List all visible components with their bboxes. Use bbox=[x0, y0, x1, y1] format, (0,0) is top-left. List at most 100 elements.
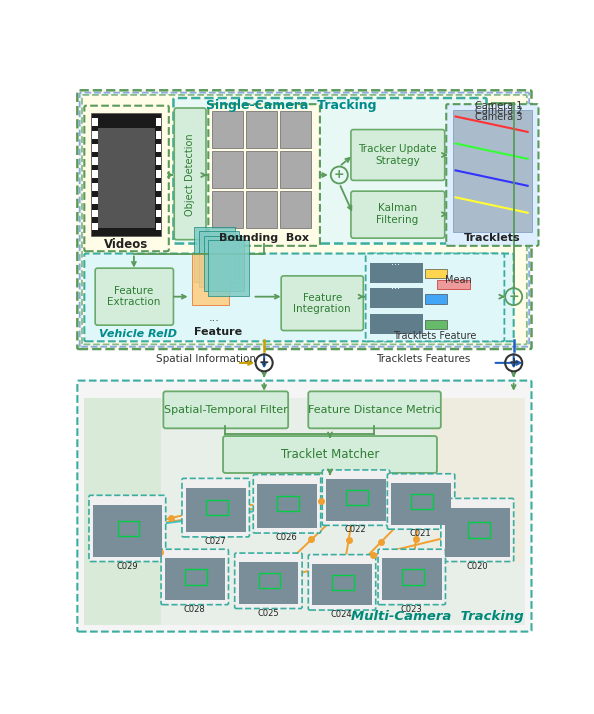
Bar bbox=[199, 231, 239, 286]
Text: Tracklets: Tracklets bbox=[464, 233, 520, 243]
Bar bbox=[312, 564, 372, 605]
FancyBboxPatch shape bbox=[182, 478, 249, 537]
Bar bbox=[468, 522, 489, 538]
Text: Feature: Feature bbox=[194, 327, 242, 337]
Bar bbox=[92, 210, 97, 217]
Bar bbox=[206, 500, 228, 516]
Text: Videos: Videos bbox=[104, 238, 148, 251]
FancyBboxPatch shape bbox=[77, 90, 532, 349]
Bar bbox=[92, 157, 97, 165]
Bar bbox=[326, 479, 386, 521]
Bar bbox=[247, 111, 277, 148]
Bar bbox=[186, 488, 245, 532]
Bar bbox=[437, 280, 469, 289]
FancyBboxPatch shape bbox=[366, 253, 504, 341]
FancyBboxPatch shape bbox=[173, 98, 486, 243]
FancyBboxPatch shape bbox=[89, 496, 166, 561]
Bar bbox=[431, 398, 524, 563]
FancyBboxPatch shape bbox=[446, 104, 539, 246]
FancyBboxPatch shape bbox=[82, 95, 527, 344]
Bar bbox=[156, 183, 161, 191]
FancyBboxPatch shape bbox=[308, 555, 376, 610]
Text: Tracklets Features: Tracklets Features bbox=[376, 354, 470, 364]
FancyBboxPatch shape bbox=[84, 106, 169, 251]
Bar bbox=[453, 111, 532, 232]
FancyBboxPatch shape bbox=[253, 475, 321, 533]
Bar bbox=[280, 111, 311, 148]
Bar bbox=[425, 320, 447, 329]
FancyBboxPatch shape bbox=[281, 276, 364, 331]
FancyBboxPatch shape bbox=[77, 381, 532, 632]
Text: Camera 3: Camera 3 bbox=[475, 112, 522, 122]
Bar bbox=[346, 490, 368, 506]
FancyBboxPatch shape bbox=[174, 108, 206, 240]
Bar bbox=[156, 223, 161, 231]
FancyBboxPatch shape bbox=[387, 474, 455, 529]
Bar bbox=[425, 294, 447, 303]
Bar bbox=[204, 236, 244, 291]
Bar bbox=[156, 118, 161, 126]
Bar bbox=[165, 558, 225, 600]
Bar bbox=[212, 111, 243, 148]
Text: Object Detection: Object Detection bbox=[185, 133, 195, 216]
Text: Feature
Integration: Feature Integration bbox=[293, 293, 351, 314]
Bar bbox=[84, 398, 525, 625]
Bar bbox=[84, 398, 161, 625]
Text: C021: C021 bbox=[410, 529, 431, 538]
Bar bbox=[212, 191, 243, 228]
Bar bbox=[259, 573, 280, 588]
Bar bbox=[370, 313, 423, 333]
Bar bbox=[93, 505, 162, 557]
Text: +: + bbox=[334, 169, 345, 181]
Bar bbox=[332, 575, 354, 590]
Text: ...: ... bbox=[391, 257, 400, 267]
FancyBboxPatch shape bbox=[308, 391, 441, 428]
FancyBboxPatch shape bbox=[441, 498, 514, 561]
Text: C023: C023 bbox=[400, 605, 422, 614]
Text: Bounding  Box: Bounding Box bbox=[219, 233, 309, 243]
Text: Feature
Extraction: Feature Extraction bbox=[108, 286, 160, 308]
Text: C022: C022 bbox=[345, 526, 366, 535]
Bar bbox=[118, 521, 140, 536]
Bar bbox=[257, 484, 317, 528]
Bar bbox=[445, 508, 510, 557]
Bar bbox=[277, 496, 299, 511]
Text: Spatial-Temporal Filter: Spatial-Temporal Filter bbox=[163, 405, 287, 415]
Text: +: + bbox=[508, 290, 519, 303]
FancyBboxPatch shape bbox=[323, 470, 390, 526]
FancyBboxPatch shape bbox=[378, 549, 446, 605]
Text: C028: C028 bbox=[184, 605, 206, 614]
Bar bbox=[97, 128, 155, 228]
FancyBboxPatch shape bbox=[80, 93, 529, 347]
Bar bbox=[425, 269, 447, 278]
Bar bbox=[156, 144, 161, 152]
Bar bbox=[92, 144, 97, 152]
FancyBboxPatch shape bbox=[235, 553, 302, 608]
Text: Single-Camera  Tracking: Single-Camera Tracking bbox=[206, 99, 377, 112]
Bar bbox=[92, 131, 97, 139]
Text: C027: C027 bbox=[204, 537, 226, 546]
Text: Mean: Mean bbox=[444, 275, 471, 285]
Bar bbox=[212, 151, 243, 188]
Bar bbox=[247, 151, 277, 188]
Text: Camera 1: Camera 1 bbox=[475, 101, 522, 111]
Text: Kalman
Filtering: Kalman Filtering bbox=[377, 203, 419, 225]
Text: C025: C025 bbox=[257, 608, 279, 618]
Bar bbox=[185, 569, 207, 585]
FancyBboxPatch shape bbox=[163, 391, 288, 428]
Text: ...: ... bbox=[208, 313, 219, 323]
Bar bbox=[382, 558, 441, 600]
Text: Spatial Information: Spatial Information bbox=[156, 354, 256, 364]
Text: C026: C026 bbox=[276, 533, 298, 542]
Text: Tracklet Matcher: Tracklet Matcher bbox=[281, 448, 379, 461]
Text: C029: C029 bbox=[116, 562, 138, 570]
Bar bbox=[156, 131, 161, 139]
Bar bbox=[156, 210, 161, 217]
FancyBboxPatch shape bbox=[161, 549, 229, 605]
Bar bbox=[156, 196, 161, 204]
Text: Vehicle ReID: Vehicle ReID bbox=[99, 328, 177, 338]
Bar bbox=[92, 118, 97, 126]
FancyBboxPatch shape bbox=[351, 191, 445, 238]
Bar bbox=[192, 253, 229, 305]
Bar bbox=[208, 241, 249, 296]
